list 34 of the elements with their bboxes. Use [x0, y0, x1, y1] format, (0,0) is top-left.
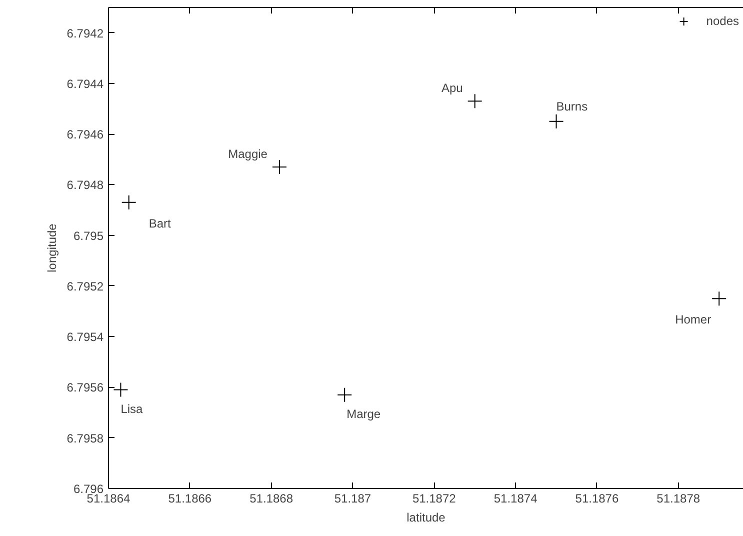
- point: [113, 382, 128, 398]
- x-tick-label: 51.1878: [656, 492, 700, 506]
- x-tick-label: 51.1866: [168, 492, 212, 506]
- y-tick-label: 6.7942: [66, 26, 104, 40]
- x-tick-label: 51.1868: [250, 492, 294, 506]
- annotation: Bart: [148, 216, 172, 230]
- y-tick-label: 6.7956: [66, 380, 104, 395]
- x-tick-label: 51.187: [334, 492, 372, 506]
- y-tick-label: 6.7944: [66, 76, 104, 91]
- annotation: Marge: [346, 406, 381, 421]
- annotation: Burns: [556, 99, 588, 114]
- legend-label: nodes: [706, 14, 739, 28]
- y-tick-label: 6.7952: [66, 279, 104, 294]
- x-tick-label: 51.1876: [575, 492, 619, 506]
- point: [712, 291, 727, 306]
- y-tick-label: 6.7954: [66, 330, 104, 344]
- annotation: Maggie: [228, 146, 268, 161]
- x-tick-label: 51.1872: [412, 492, 456, 506]
- x-tick-label: 51.1864: [86, 492, 131, 506]
- point: [337, 387, 352, 402]
- y-axis-title: longitude: [44, 223, 59, 272]
- point: [467, 94, 482, 109]
- point: [548, 114, 564, 129]
- y-tick-label: 6.795: [73, 228, 104, 243]
- y-tick-label: 6.7958: [66, 431, 104, 446]
- point: [121, 194, 136, 210]
- annotation: Lisa: [120, 402, 144, 416]
- x-tick-label: 51.1874: [494, 492, 538, 506]
- annotation: Homer: [675, 312, 712, 327]
- y-tick-label: 6.7948: [66, 178, 104, 192]
- x-axis-title: latitude: [406, 510, 446, 524]
- y-tick-label: 6.7946: [66, 128, 104, 142]
- point: [272, 159, 287, 174]
- annotation: Apu: [441, 81, 463, 96]
